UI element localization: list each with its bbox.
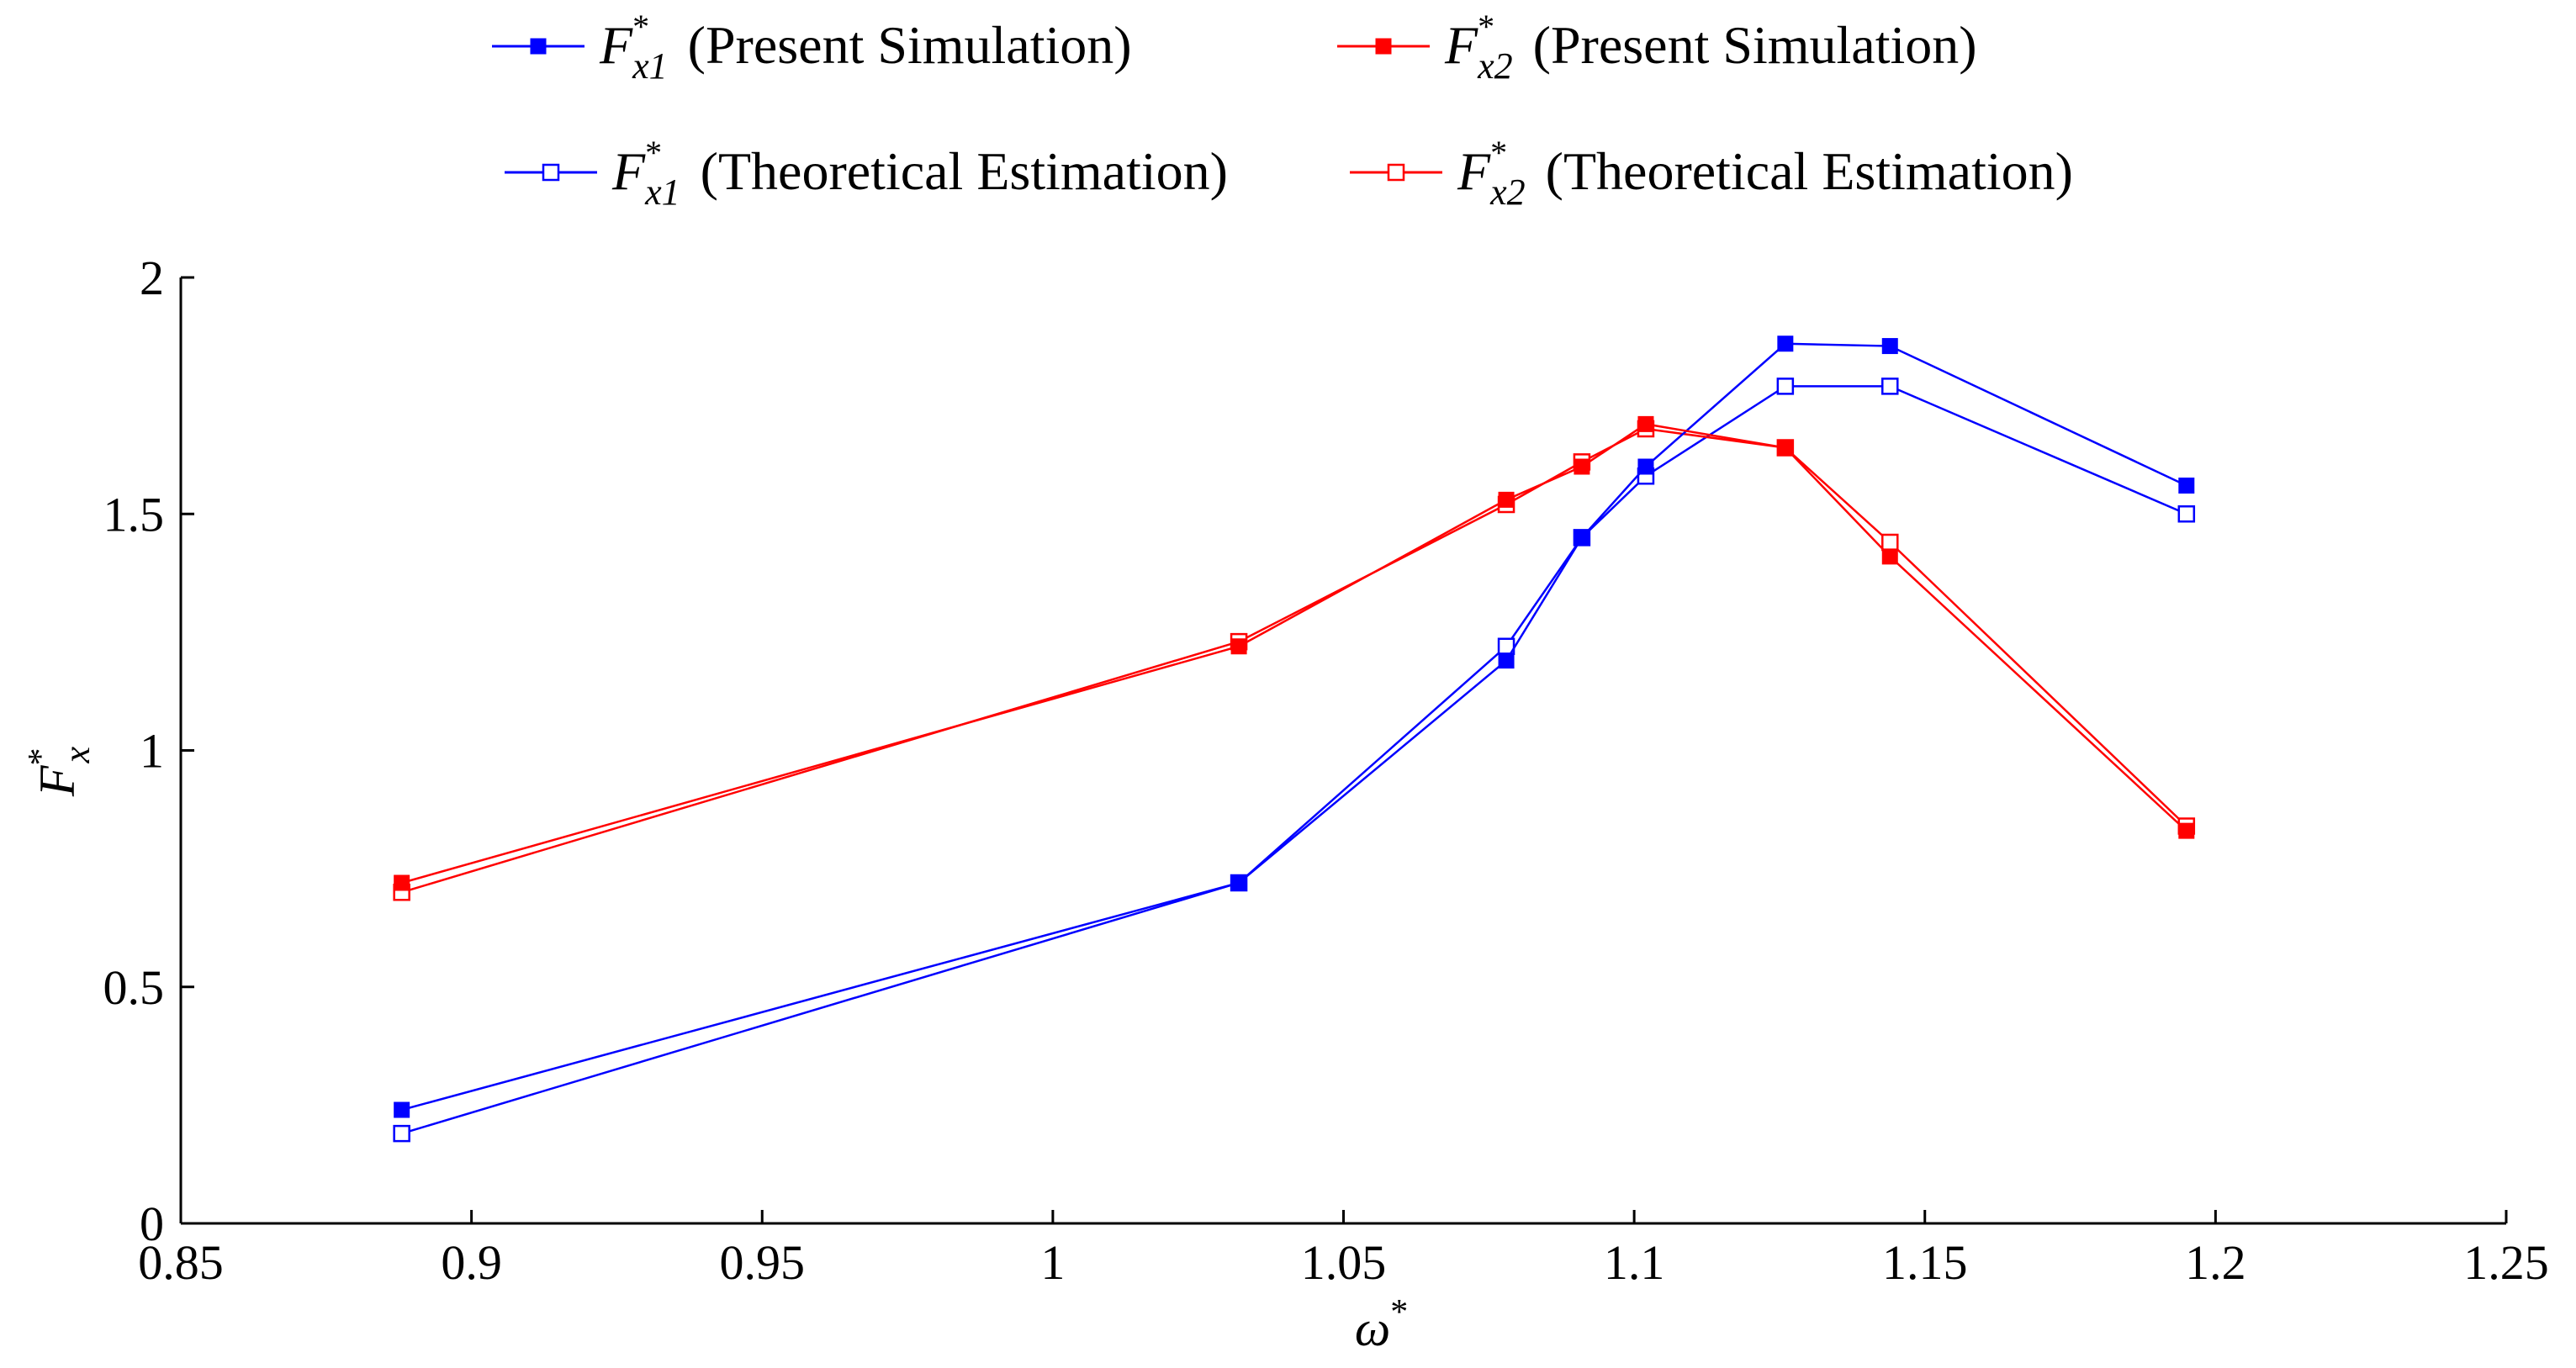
legend-label: F* x1 (Theoretical Estimation) <box>611 134 1228 213</box>
x-tick-label: 1.2 <box>2185 1235 2246 1290</box>
data-point <box>2178 478 2195 494</box>
x-tick-label: 0.9 <box>441 1235 502 1290</box>
legend-marker <box>1375 38 1392 55</box>
legend-marker <box>530 38 547 55</box>
data-point <box>394 1101 410 1118</box>
x-tick-label: 0.85 <box>138 1235 224 1290</box>
x-tick-label: 1.25 <box>2463 1235 2549 1290</box>
series-4 <box>393 420 2196 901</box>
series-line <box>401 342 2187 1112</box>
series-2 <box>394 415 2195 891</box>
data-point <box>1498 491 1515 508</box>
data-point <box>1776 378 1795 395</box>
legend: F* x1 (Present Simulation) F* x2 (Present Sim… <box>492 8 2073 213</box>
legend-item: F* x1 (Theoretical Estimation) <box>505 134 1228 213</box>
data-point <box>1498 652 1515 669</box>
legend-label: F* x2 (Theoretical Estimation) <box>1457 134 2073 213</box>
axes: 0.85 0.9 0.95 1 1.05 1.1 1.15 1.2 1.25 0 0.5 1 1.5 2 ω… <box>22 251 2549 1356</box>
data-point <box>394 874 410 891</box>
data-point <box>1637 458 1654 475</box>
data-point <box>2177 505 2196 523</box>
y-axis-title-group: F*x <box>22 746 98 797</box>
series-line <box>401 423 2187 885</box>
y-tick-label: 1 <box>140 724 164 779</box>
data-point <box>1230 874 1247 891</box>
y-tick-label: 2 <box>140 251 164 305</box>
series-1 <box>394 335 2195 1118</box>
data-point <box>1777 440 1794 456</box>
data-point <box>1777 335 1794 352</box>
y-axis-title: F*x <box>22 746 98 797</box>
data-point <box>1881 338 1898 355</box>
x-tick-label: 1 <box>1040 1235 1065 1290</box>
y-tick-label: 0 <box>140 1196 164 1251</box>
legend-label: F* x1 (Present Simulation) <box>599 8 1132 87</box>
legend-label: F* x2 (Present Simulation) <box>1444 8 1977 87</box>
data-point <box>393 1124 410 1143</box>
data-point <box>1881 378 1899 395</box>
data-point <box>1881 548 1898 565</box>
x-axis-title: ω* <box>1355 1293 1408 1356</box>
data-point <box>1637 415 1654 432</box>
legend-item: F* x2 (Theoretical Estimation) <box>1350 134 2073 213</box>
legend-marker <box>542 163 560 182</box>
data-point <box>1230 638 1247 655</box>
legend-item: F* x2 (Present Simulation) <box>1337 8 1977 87</box>
x-tick-label: 1.15 <box>1882 1235 1968 1290</box>
series-layer <box>393 335 2196 1143</box>
legend-marker <box>1387 163 1405 182</box>
x-tick-label: 0.95 <box>720 1235 806 1290</box>
data-point <box>2178 822 2195 839</box>
data-point <box>1881 533 1899 552</box>
x-tick-label: 1.05 <box>1301 1235 1387 1290</box>
series-line <box>401 385 2187 1135</box>
legend-item: F* x1 (Present Simulation) <box>492 8 1132 87</box>
series-3 <box>393 378 2196 1143</box>
x-tick-label: 1.1 <box>1604 1235 1665 1290</box>
y-tick-label: 1.5 <box>103 487 165 541</box>
series-line <box>401 427 2187 894</box>
data-point <box>1574 529 1590 546</box>
data-point <box>1574 458 1590 475</box>
y-tick-label: 0.5 <box>103 960 165 1015</box>
